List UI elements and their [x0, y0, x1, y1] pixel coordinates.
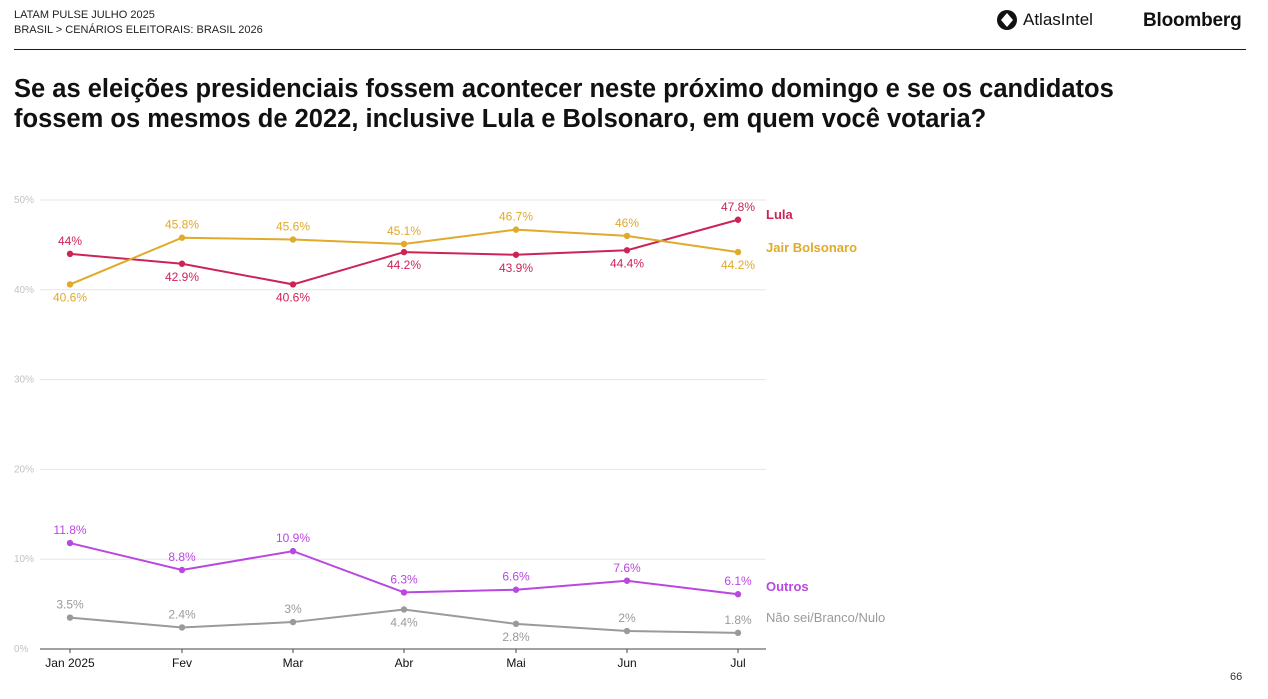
y-tick-label: 0% — [14, 644, 29, 655]
legend-label: Outros — [766, 579, 809, 594]
bloomberg-logo: Bloomberg — [1143, 10, 1242, 31]
atlas-logo-icon — [997, 10, 1017, 30]
data-label: 2% — [618, 611, 636, 625]
data-label: 10.9% — [276, 531, 310, 545]
y-tick-label: 20% — [14, 464, 34, 475]
data-label: 2.8% — [502, 630, 530, 644]
data-label: 11.8% — [53, 523, 86, 537]
data-label: 2.4% — [168, 607, 196, 621]
page-number: 66 — [1230, 671, 1243, 683]
x-tick-label: Jul — [730, 656, 745, 670]
report-title: LATAM PULSE JULHO 2025 — [14, 9, 155, 21]
data-label: 6.6% — [502, 570, 530, 584]
data-point — [178, 260, 186, 267]
data-point — [623, 247, 631, 254]
data-point — [623, 627, 631, 635]
data-point — [178, 234, 186, 241]
data-point — [734, 591, 742, 598]
x-tick-label: Jun — [617, 656, 636, 670]
atlasintel-logo: AtlasIntel — [996, 9, 1093, 31]
data-point — [66, 250, 74, 258]
data-label: 42.9% — [165, 270, 199, 284]
data-label: 40.6% — [276, 290, 310, 304]
y-tick-label: 30% — [14, 375, 34, 386]
data-point — [66, 539, 74, 547]
data-point — [400, 240, 408, 248]
data-label: 45.6% — [276, 220, 310, 234]
data-point — [623, 577, 631, 584]
data-label: 6.1% — [724, 574, 752, 588]
data-label: 8.8% — [168, 550, 196, 564]
legend-label: Lula — [766, 207, 793, 222]
data-point — [512, 620, 520, 628]
x-tick-label: Abr — [395, 656, 414, 670]
data-label: 1.8% — [724, 613, 752, 627]
data-point — [734, 216, 742, 223]
data-label: 44.2% — [721, 258, 755, 272]
data-label: 44% — [58, 234, 82, 248]
breadcrumb: BRASIL > CENÁRIOS ELEITORAIS: BRASIL 202… — [14, 24, 263, 36]
x-tick-label: Fev — [172, 656, 192, 670]
data-point — [734, 629, 742, 637]
data-point — [289, 281, 297, 288]
data-point — [66, 614, 74, 621]
data-label: 3% — [284, 602, 302, 616]
data-point — [289, 618, 297, 626]
y-tick-label: 50% — [14, 195, 34, 206]
data-label: 46.7% — [499, 210, 533, 224]
atlas-brand-text: AtlasIntel — [1023, 10, 1093, 29]
data-label: 47.8% — [721, 200, 755, 214]
report-header: LATAM PULSE JULHO 2025 BRASIL > CENÁRIOS… — [14, 8, 263, 38]
data-label: 44.2% — [387, 258, 421, 272]
y-tick-label: 40% — [14, 285, 34, 296]
data-label: 45.1% — [387, 224, 421, 238]
data-label: 40.6% — [53, 290, 87, 304]
data-point — [512, 586, 520, 593]
chart-question: Se as eleições presidenciais fossem acon… — [14, 75, 1114, 133]
data-label: 3.5% — [56, 598, 84, 612]
data-point — [512, 251, 520, 258]
legend-label: Não sei/Branco/Nulo — [766, 610, 885, 625]
header-divider — [14, 49, 1246, 50]
data-label: 44.4% — [610, 256, 644, 270]
x-tick-label: Jan 2025 — [45, 656, 95, 670]
y-tick-label: 10% — [14, 554, 34, 565]
data-label: 4.4% — [390, 615, 418, 629]
data-point — [178, 566, 186, 574]
data-label: 43.9% — [499, 261, 533, 275]
legend-label: Jair Bolsonaro — [766, 240, 857, 255]
data-label: 46% — [615, 216, 639, 230]
data-point — [400, 248, 408, 256]
data-label: 7.6% — [613, 561, 641, 575]
x-tick-label: Mar — [283, 656, 304, 670]
data-point — [623, 232, 631, 240]
data-point — [400, 606, 408, 613]
data-point — [289, 547, 297, 555]
data-label: 45.8% — [165, 218, 199, 232]
data-point — [289, 236, 297, 243]
data-point — [512, 226, 520, 233]
data-label: 6.3% — [390, 572, 418, 586]
x-tick-label: Mai — [506, 656, 525, 670]
data-point — [734, 248, 742, 256]
data-point — [66, 281, 74, 288]
data-point — [178, 624, 186, 631]
data-point — [400, 589, 408, 596]
